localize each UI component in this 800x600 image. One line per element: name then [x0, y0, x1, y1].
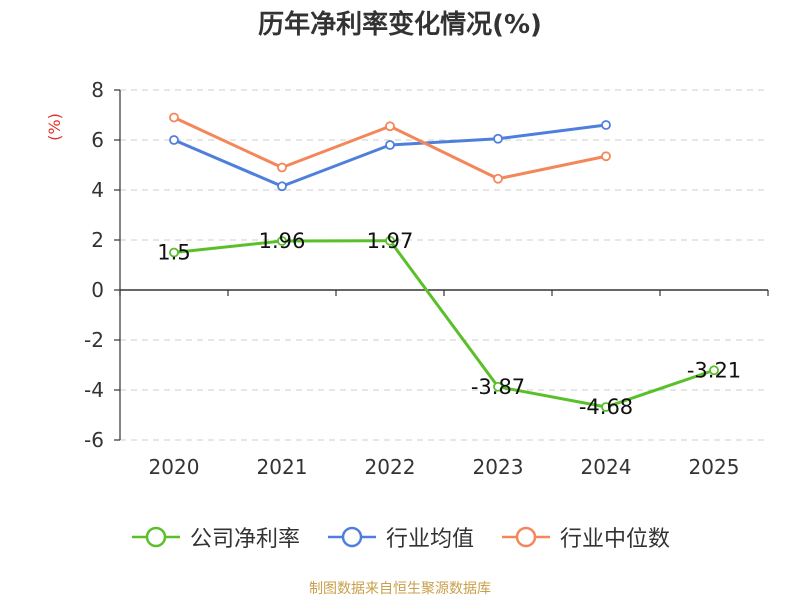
- data-label: -3.87: [471, 375, 525, 399]
- legend-line-marker-icon: [502, 526, 550, 548]
- data-point: [493, 173, 503, 184]
- data-point: [601, 402, 611, 412]
- data-label: -4.68: [579, 395, 633, 419]
- y-axis-label: (%): [45, 113, 64, 141]
- chart-title: 历年净利率变化情况(%): [258, 10, 542, 40]
- legend-item-industry-median[interactable]: 行业中位数: [500, 521, 670, 553]
- x-tick-label: 2025: [689, 455, 740, 479]
- y-tick-label: 8: [91, 78, 104, 102]
- legend-line-marker-icon: [131, 526, 180, 548]
- legend-label: 行业中位数: [560, 527, 671, 552]
- data-point: [385, 235, 395, 246]
- y-tick-label: 0: [91, 278, 104, 302]
- legend-item-company-net-margin[interactable]: 公司净利率: [130, 521, 300, 553]
- x-tick-label: 2023: [473, 455, 524, 479]
- x-tick-label: 2022: [365, 455, 416, 479]
- series-lines: [169, 112, 719, 412]
- y-tick-label: 2: [91, 228, 104, 252]
- legend-item-industry-average[interactable]: 行业均值: [326, 521, 474, 553]
- data-point: [277, 181, 287, 192]
- data-point: [277, 236, 287, 246]
- data-label: 1.96: [259, 229, 306, 253]
- x-tick-label: 2020: [149, 455, 200, 479]
- data-label: -3.21: [687, 358, 741, 382]
- gridlines: [120, 89, 768, 441]
- data-point: [169, 135, 179, 145]
- legend-label: 公司净利率: [189, 527, 300, 552]
- legend-label: 行业均值: [385, 527, 474, 552]
- data-point: [277, 162, 287, 173]
- y-tick-label: -4: [84, 378, 104, 402]
- y-tick-label: -6: [84, 428, 104, 452]
- data-labels: 1.5 1.96 1.97 -3.87 -4.68 -3.21: [157, 229, 741, 419]
- x-tick-label: 2024: [581, 455, 632, 479]
- series-line-0: [173, 239, 715, 409]
- source-note: 制图数据来自恒生聚源数据库: [309, 581, 491, 597]
- data-point: [601, 151, 611, 162]
- y-tick-label: 4: [91, 178, 104, 202]
- legend: 公司净利率 行业均值 行业中位数: [0, 520, 800, 554]
- data-point: [385, 140, 395, 150]
- data-point: [493, 381, 503, 392]
- data-label: 1.97: [367, 229, 414, 253]
- x-tick-label: 2021: [257, 455, 308, 479]
- data-point: [709, 365, 719, 376]
- data-point: [169, 247, 179, 258]
- data-point: [385, 121, 395, 132]
- legend-line-marker-icon: [327, 526, 376, 548]
- y-tick-label: -2: [84, 328, 104, 352]
- data-point: [601, 120, 611, 130]
- axes: 8 6 4 2 0 -2 -4 -6 2020 2021 2022 2023 2024 2025: [84, 78, 769, 479]
- series-line-1: [173, 123, 607, 188]
- data-point: [169, 112, 179, 123]
- y-tick-label: 6: [91, 128, 104, 152]
- data-point: [493, 133, 503, 144]
- data-label: 1.5: [157, 241, 190, 265]
